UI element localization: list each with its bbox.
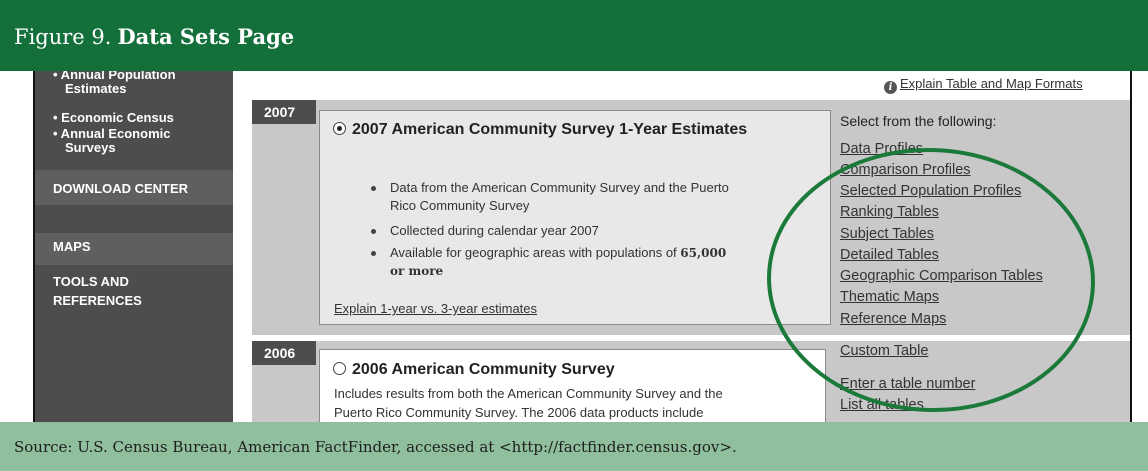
description-line: Puerto Rico Community Survey. The 2006 d… (334, 405, 704, 420)
link-detailed-tables[interactable]: Detailed Tables (840, 247, 939, 263)
source-text: Source: U.S. Census Bureau, American Fac… (14, 438, 737, 456)
sidebar-item-label: • Annual Population (53, 71, 176, 82)
explain-formats-link[interactable]: i Explain Table and Map Formats (884, 76, 1083, 94)
figure-title: Figure 9. Data Sets Page (14, 24, 294, 49)
source-bar: Source: U.S. Census Bureau, American Fac… (0, 422, 1148, 471)
bullet-icon (371, 229, 376, 234)
year-tab-2006: 2006 (252, 341, 316, 365)
bullet-strong: 65,000 (680, 246, 727, 260)
survey-option-2006[interactable]: 2006 American Community Survey (333, 361, 615, 379)
sidebar-item-label: • Economic Census (53, 110, 174, 125)
survey-option-2007[interactable]: 2007 American Community Survey 1-Year Es… (333, 121, 747, 139)
figure-number: Figure 9. (14, 25, 112, 49)
link-comparison-profiles[interactable]: Comparison Profiles (840, 162, 971, 178)
bullet-item: Collected during calendar year 2007 (371, 222, 599, 240)
explain-formats-label: Explain Table and Map Formats (900, 76, 1083, 91)
sidebar-item-annual-economic-line2[interactable]: Surveys (65, 141, 116, 154)
explain-estimates-link[interactable]: Explain 1-year vs. 3-year estimates (334, 301, 538, 316)
bullet-item: Available for geographic areas with popu… (371, 244, 727, 280)
link-geographic-comparison-tables[interactable]: Geographic Comparison Tables (840, 268, 1043, 284)
sidebar-item-annual-population[interactable]: • Annual Population (53, 71, 176, 81)
sidebar-item-annual-economic[interactable]: • Annual Economic (53, 127, 170, 140)
link-ranking-tables[interactable]: Ranking Tables (840, 204, 939, 220)
frame-right-edge (1130, 71, 1132, 422)
bullet-text: Data from the American Community Survey … (390, 180, 729, 195)
link-subject-tables[interactable]: Subject Tables (840, 226, 935, 242)
link-selected-population-profiles[interactable]: Selected Population Profiles (840, 183, 1022, 199)
link-list-all-tables[interactable]: List all tables (840, 397, 924, 413)
link-enter-table-number[interactable]: Enter a table number (840, 376, 976, 392)
bullet-icon (371, 251, 376, 256)
screenshot-area: • Annual Population Estimates • Economic… (0, 71, 1148, 422)
bullet-text: Collected during calendar year 2007 (390, 223, 599, 238)
panel-2007: 2007 2007 American Community Survey 1-Ye… (252, 100, 1130, 335)
survey-description-2006: Includes results from both the American … (334, 384, 723, 422)
year-tab-2007: 2007 (252, 100, 316, 124)
radio-unselected-icon[interactable] (333, 362, 346, 375)
panel-2006: 2006 2006 American Community Survey Incl… (252, 341, 1130, 422)
frame-left-edge (33, 71, 35, 422)
survey-box-2007 (319, 110, 831, 325)
link-custom-table[interactable]: Custom Table (840, 343, 929, 359)
bullet-strong-cont: or more (390, 264, 444, 278)
survey-title-2006: 2006 American Community Survey (352, 361, 615, 378)
sidebar-maps[interactable]: MAPS (53, 239, 91, 254)
bullet-text-cont: Rico Community Survey (390, 198, 530, 213)
bullet-icon (371, 186, 376, 191)
figure-header: Figure 9. Data Sets Page (0, 0, 1148, 71)
sidebar-item-annual-population-line2[interactable]: Estimates (65, 82, 126, 95)
sidebar-tools-and[interactable]: TOOLS AND (53, 274, 129, 289)
bullet-text: Available for geographic areas with popu… (390, 245, 677, 260)
select-heading: Select from the following: (840, 113, 997, 129)
sidebar: • Annual Population Estimates • Economic… (35, 71, 233, 422)
sidebar-item-label: • Annual Economic (53, 126, 171, 141)
link-reference-maps[interactable]: Reference Maps (840, 311, 947, 327)
radio-selected-icon[interactable] (333, 122, 346, 135)
description-line: Includes results from both the American … (334, 386, 723, 401)
info-icon: i (884, 81, 897, 94)
link-data-profiles[interactable]: Data Profiles (840, 141, 924, 157)
sidebar-item-label: Estimates (65, 81, 127, 96)
bullet-item: Data from the American Community Survey … (371, 179, 729, 215)
link-thematic-maps[interactable]: Thematic Maps (840, 289, 940, 305)
sidebar-item-label: Surveys (65, 140, 116, 155)
survey-box-2006 (319, 349, 826, 422)
sidebar-download-center[interactable]: DOWNLOAD CENTER (53, 181, 189, 196)
maps-band (35, 233, 233, 265)
figure-name: Data Sets Page (117, 24, 295, 49)
download-center-band (35, 170, 233, 205)
sidebar-item-economic-census[interactable]: • Economic Census (53, 111, 174, 124)
survey-title-2007: 2007 American Community Survey 1-Year Es… (352, 121, 748, 138)
sidebar-references[interactable]: REFERENCES (53, 293, 142, 308)
